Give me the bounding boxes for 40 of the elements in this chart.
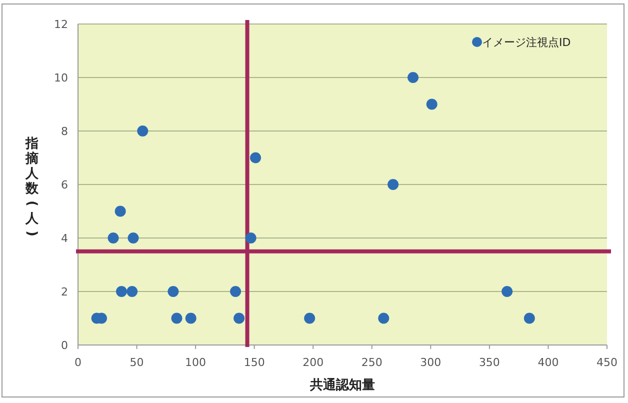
legend-label: イメージ注視点ID [482,36,571,49]
x-tick-label: 50 [130,356,144,369]
point [524,312,535,324]
x-axis-title: 共通認知量 [309,377,375,393]
x-tick-label: 350 [478,356,500,369]
point [502,286,513,297]
x-tick-label: 400 [538,356,559,369]
point [234,312,245,324]
point [185,312,196,324]
point [108,232,119,244]
point [230,286,242,297]
point [388,179,399,190]
point [245,232,256,244]
point [408,72,419,83]
point [168,286,179,297]
y-tick-label: 12 [54,18,68,31]
point [114,206,126,217]
point [426,98,438,110]
point [378,312,390,324]
x-tick-label: 300 [420,356,442,369]
point [250,152,262,164]
x-tick-label: 100 [185,356,206,369]
x-tick-label: 250 [361,356,382,369]
point [126,286,138,297]
y-tick-label: 8 [61,125,68,138]
point [171,312,182,324]
point [304,312,316,324]
point [116,286,127,297]
y-tick-label: 2 [61,286,68,298]
y-tick-label: 0 [61,339,68,352]
point [137,126,148,136]
x-tick-label: 200 [302,356,324,369]
x-tick-label: 450 [596,356,618,369]
y-axis-title: 指摘人数(人) [24,136,40,236]
x-tick-label: 0 [74,356,82,369]
y-tick-label: 10 [54,72,68,84]
y-tick-label: 6 [61,178,68,192]
y-tick-label: 4 [61,232,68,245]
point [128,232,139,244]
x-tick-label: 150 [244,356,265,369]
